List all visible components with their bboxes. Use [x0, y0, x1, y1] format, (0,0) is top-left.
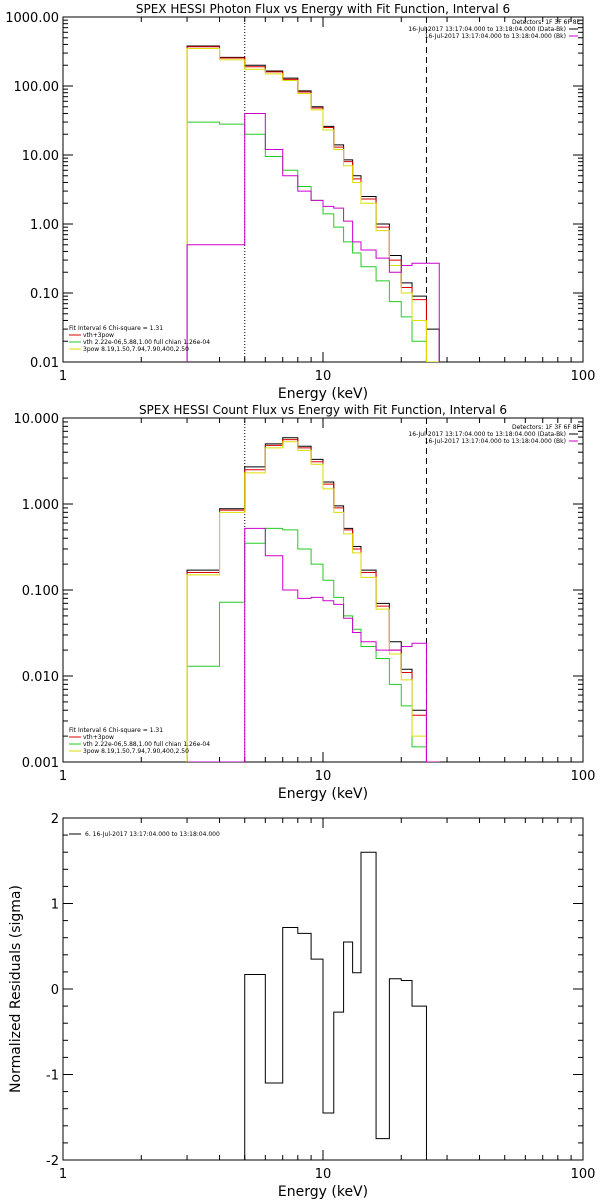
legend: 6. 16-Jul-2017 13:17:04.000 to 13:18:04.… — [69, 831, 220, 838]
x-axis-label: Energy (keV) — [278, 786, 368, 802]
series-3pow — [186, 47, 440, 362]
y-ticks: 0.01 0.10 1.00 10.00 100.00 1000.00 — [5, 11, 583, 371]
y-tick-label: -2 — [46, 1154, 59, 1169]
header-line: 16-Jul-2017 13:17:04.000 to 13:18:04.000… — [425, 33, 566, 40]
series-data-bk — [186, 437, 440, 762]
y-tick-label: 0.100 — [22, 584, 59, 599]
legend-entry: vth+3pow — [83, 734, 114, 741]
series-bk — [186, 112, 440, 362]
header-line: 16-Jul-2017 13:17:04.000 to 13:18:04.000… — [408, 26, 566, 33]
y-tick-label: 1000.00 — [5, 11, 59, 26]
x-tick-label: 10 — [315, 369, 332, 384]
legend: Fit Interval 6 Chi-square = 1.31vth+3pow… — [69, 325, 210, 353]
legend-entry: vth 2.22e-06,5.88,1.00 full chian 1.26e-… — [83, 339, 210, 346]
header-line: Detectors: 1F 3F 6F 8F — [512, 19, 581, 26]
y-tick-label: 0 — [51, 983, 59, 998]
y-tick-label: 1 — [51, 898, 59, 913]
series-vth-3pow — [186, 439, 440, 762]
header-line: 16-Jul-2017 13:17:04.000 to 13:18:04.000… — [425, 438, 566, 445]
legend-title: Fit Interval 6 Chi-square = 1.31 — [69, 727, 163, 734]
y-tick-label: 0.10 — [30, 287, 59, 302]
data-area — [244, 851, 427, 1160]
chart-panel-3: 1 10 100 -2 -1 0 1 2 Energy (keV) Normalized Resi… — [8, 812, 595, 1200]
x-tick-label: 1 — [59, 369, 67, 384]
y-tick-label: 0.010 — [22, 670, 59, 685]
header-line: Detectors: 1F 3F 6F 8F — [512, 424, 581, 431]
x-axis-label: Energy (keV) — [278, 1184, 368, 1200]
x-tick-label: 10 — [315, 1167, 332, 1182]
y-tick-label: 10.00 — [22, 149, 59, 164]
series-6-16-jul-2017-13-17-04-000-to-13-18-04-000 — [244, 851, 427, 1160]
chart-panel-1: SPEX HESSI Photon Flux vs Energy with Fi… — [5, 2, 595, 402]
x-tick-label: 100 — [571, 369, 596, 384]
y-axis-label: Normalized Residuals (sigma) — [8, 885, 24, 1093]
y-tick-label: 2 — [51, 812, 59, 827]
y-tick-label: 0.01 — [30, 356, 59, 371]
series-3pow — [186, 441, 440, 762]
data-area — [186, 17, 440, 362]
x-axis-label: Energy (keV) — [278, 386, 368, 402]
y-tick-label: 0.001 — [22, 756, 59, 771]
chart-panel-2: SPEX HESSI Count Flux vs Energy with Fit… — [14, 403, 596, 802]
legend-entry: vth+3pow — [83, 332, 114, 339]
legend-entry: 3pow 8.19,1.50,7.94,7.90,400,2.50 — [83, 748, 189, 755]
y-tick-label: 1.000 — [22, 498, 59, 513]
y-tick-label: -1 — [46, 1069, 59, 1084]
header-line: 16-Jul-2017 13:17:04.000 to 13:18:04.000… — [408, 431, 566, 438]
chart-title: SPEX HESSI Count Flux vs Energy with Fit… — [139, 403, 507, 417]
series-vth — [186, 121, 440, 362]
series-data-bk — [186, 45, 440, 362]
x-ticks: 1 10 100 — [59, 818, 596, 1182]
legend-entry: vth 2.22e-06,5.88,1.00 full chian 1.26e-… — [83, 741, 210, 748]
x-ticks: 1 10 100 — [59, 17, 596, 384]
y-ticks: -2 -1 0 1 2 — [46, 812, 583, 1169]
x-tick-label: 100 — [571, 769, 596, 784]
x-tick-label: 1 — [59, 769, 67, 784]
series-vth — [186, 527, 440, 762]
data-area — [186, 418, 440, 762]
legend-title: Fit Interval 6 Chi-square = 1.31 — [69, 325, 163, 332]
legend-entry: 3pow 8.19,1.50,7.94,7.90,400,2.50 — [83, 346, 189, 353]
legend: Fit Interval 6 Chi-square = 1.31vth+3pow… — [69, 727, 210, 755]
x-tick-label: 1 — [59, 1167, 67, 1182]
y-tick-label: 1.00 — [30, 218, 59, 233]
plot-frame — [62, 16, 584, 363]
legend-entry: 6. 16-Jul-2017 13:17:04.000 to 13:18:04.… — [85, 831, 220, 838]
y-tick-label: 100.00 — [14, 80, 60, 95]
x-tick-label: 100 — [571, 1167, 596, 1182]
series-bk — [187, 527, 440, 762]
y-ticks: 0.001 0.010 0.100 1.000 10.000 — [14, 412, 583, 771]
x-tick-label: 10 — [315, 769, 332, 784]
y-tick-label: 10.000 — [14, 412, 60, 427]
chart-title: SPEX HESSI Photon Flux vs Energy with Fi… — [136, 2, 510, 16]
